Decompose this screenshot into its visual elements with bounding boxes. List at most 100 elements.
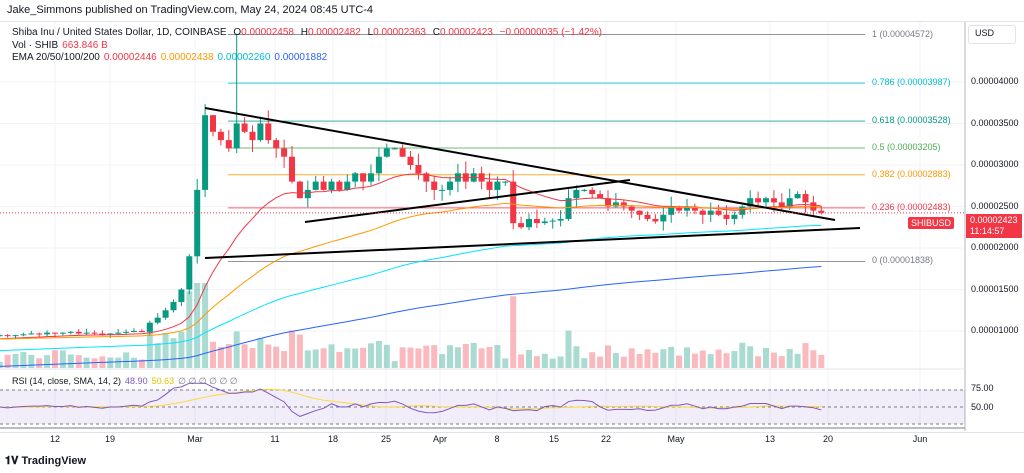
candle-body (391, 148, 398, 150)
candle-body (597, 194, 604, 199)
volume-bar (589, 352, 596, 368)
candle-body (131, 331, 137, 332)
volume-bar (454, 347, 461, 368)
volume-bar (67, 354, 74, 368)
volume-bar (107, 357, 114, 368)
volume-bar (289, 330, 295, 368)
candle-body (194, 189, 201, 257)
candle-body (249, 131, 256, 141)
volume-bar (581, 358, 588, 368)
candle-body (154, 317, 161, 323)
volume-bar (699, 350, 706, 368)
volume-bar (273, 346, 280, 368)
ema-label: EMA 20/50/100/200 (12, 52, 100, 63)
candle-body (12, 335, 19, 337)
candle-body (368, 173, 374, 182)
time-axis-tick: Apr (432, 434, 448, 444)
volume-bar (265, 344, 272, 368)
volume-bar (549, 358, 556, 368)
candle-body (115, 332, 122, 334)
volume-bar (210, 341, 216, 368)
chart-frame[interactable] (0, 21, 1024, 433)
upper-trendline (204, 107, 836, 221)
tradingview-logo[interactable]: 𝟏𝐕 TradingView (5, 455, 86, 468)
candle-body (217, 131, 224, 141)
candle-body (281, 148, 288, 157)
volume-bar (510, 296, 517, 368)
candle-body (786, 198, 793, 207)
volume-bar (217, 347, 224, 368)
fib-level-label: 1 (0.00004572) (872, 28, 934, 39)
candle-body (83, 332, 90, 334)
candle-body (328, 181, 335, 190)
time-axis-tick: Jun (912, 434, 928, 444)
volume-bar (131, 357, 137, 368)
candle-body (146, 322, 153, 332)
volume-bar (36, 358, 43, 368)
ema20-line (0, 173, 822, 340)
price-axis-tick: 0.00002500 (971, 200, 1019, 211)
volume-bar (612, 353, 619, 368)
volume-bar (399, 347, 406, 368)
candle-body (707, 210, 714, 215)
candle-body (344, 181, 351, 190)
volume-bar (44, 355, 51, 368)
candle-body (0, 335, 3, 337)
ema100-line (0, 224, 822, 352)
rsi-label: RSI (14, close, SMA, 14, 2) (12, 376, 122, 386)
volume-bar (755, 356, 762, 368)
legend-volume: Vol · SHIB 663.846 B (12, 40, 112, 51)
fib-level-label: 0.236 (0.00002483) (872, 201, 951, 212)
candle-body (731, 214, 738, 219)
candle-body (265, 123, 272, 141)
ema200-line (0, 265, 822, 367)
time-axis-tick: 19 (104, 434, 116, 444)
candle-body (415, 165, 422, 174)
volume-bar (620, 356, 627, 368)
volume-bar (541, 353, 548, 368)
candle-body (289, 156, 295, 182)
volume-bar (786, 348, 793, 368)
candle-body (431, 181, 438, 190)
price-axis-tick: 0.00001500 (971, 283, 1019, 294)
volume-bar (368, 343, 374, 368)
candle-body (612, 202, 619, 207)
candle-body (794, 194, 801, 199)
candle-body (202, 115, 209, 190)
rsi-axis-tick: 75.00 (971, 383, 994, 393)
currency-button[interactable]: USD (968, 25, 1016, 44)
volume-bar (281, 351, 288, 368)
time-axis-tick: 8 (494, 434, 500, 444)
candle-body (210, 115, 216, 132)
volume-value: 663.846 B (62, 40, 108, 51)
candle-body (225, 140, 232, 149)
time-axis-tick: 11 (270, 434, 280, 444)
candle-body (123, 331, 130, 333)
rsi-value: 48.90 (125, 376, 148, 386)
candle-body (407, 156, 414, 165)
candle-body (107, 333, 114, 335)
volume-bar (486, 346, 493, 368)
candle-body (360, 173, 367, 182)
time-axis-tick: Mar (187, 434, 203, 444)
candle-body (312, 181, 319, 190)
volume-bar (573, 346, 580, 368)
candle-body (605, 198, 611, 207)
volume-bar (352, 348, 359, 368)
volume-label: Vol · SHIB (12, 40, 59, 51)
price-axis-tick: 0.00003500 (971, 117, 1019, 128)
volume-bar (296, 334, 303, 368)
price-axis-tick: 0.00004000 (971, 76, 1019, 86)
volume-bar (644, 349, 651, 368)
volume-bar (383, 344, 390, 368)
candle-body (526, 218, 532, 228)
volume-bar (241, 344, 248, 368)
low-label: L (367, 27, 374, 38)
volume-bar (28, 354, 35, 368)
candle-body (747, 198, 754, 207)
candle-body (352, 173, 359, 182)
candle-body (67, 331, 74, 333)
volume-bar (518, 354, 525, 368)
volume-bar (652, 352, 659, 368)
